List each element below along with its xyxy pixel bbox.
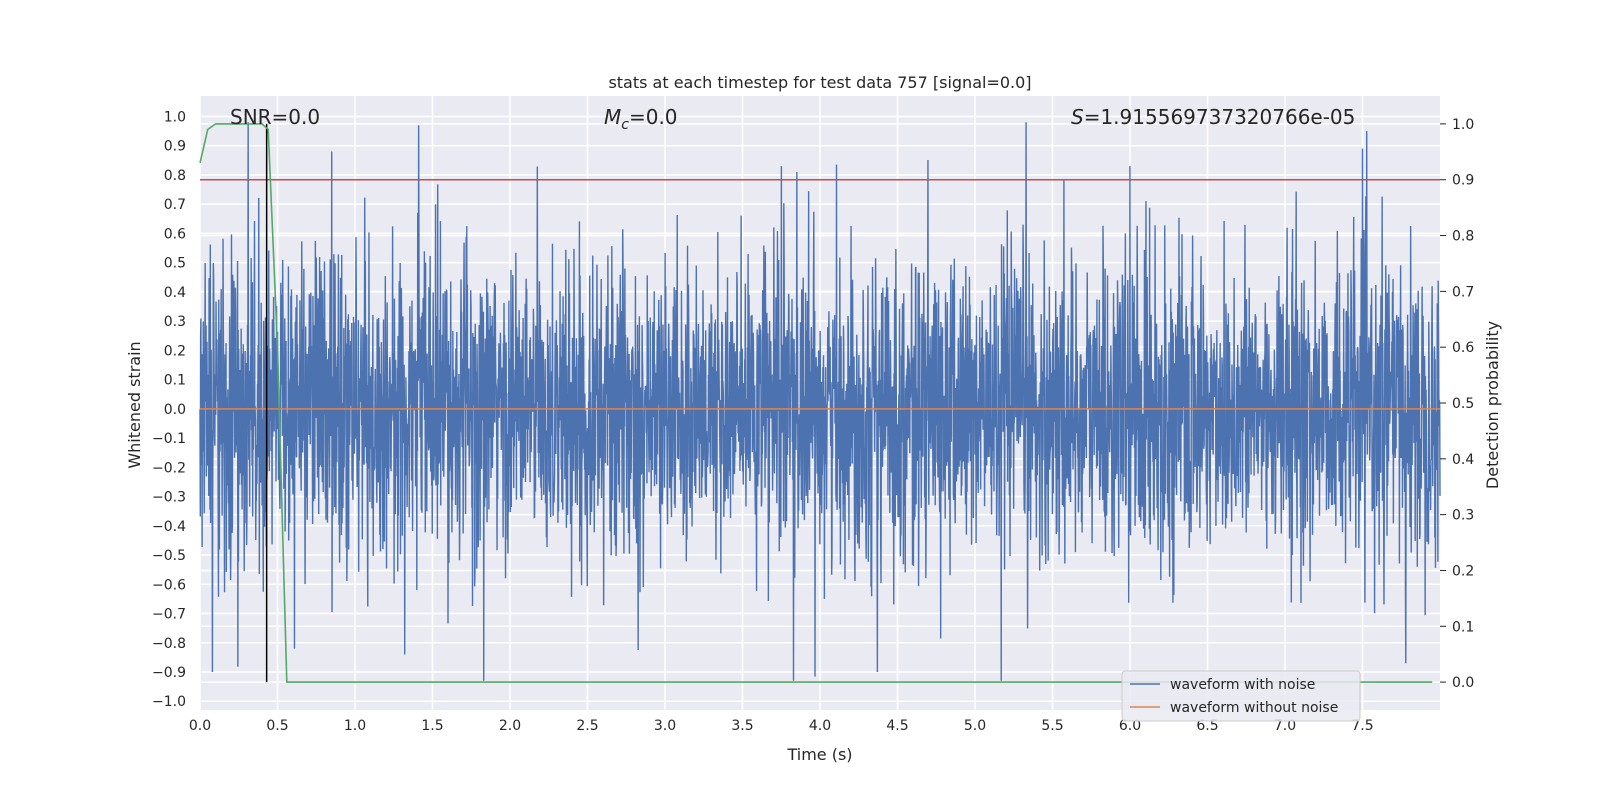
x-tick-label: 1.0 [344, 718, 366, 734]
y-tick-label: −0.2 [152, 460, 186, 476]
x-tick-label: 5.5 [1041, 718, 1063, 734]
y-tick-label: 0.6 [164, 226, 186, 242]
snr-annotation: SNR=0.0 [230, 105, 320, 129]
s-statistic-value: =1.915569737320766e-05 [1084, 105, 1356, 129]
y2-tick-label: 0.6 [1452, 340, 1474, 356]
x-tick-label: 5.0 [964, 718, 986, 734]
waveform-with-noise-series [199, 122, 1441, 681]
y-axis-ticks: 1.0 0.9 0.8 0.7 0.6 0.5 0.4 0.3 0.2 0.1 0.0 −0.1 −0.… [152, 109, 186, 710]
y-tick-label: 1.0 [164, 109, 186, 125]
y-tick-label: 0.7 [164, 197, 186, 213]
y-tick-label: 0.5 [164, 256, 186, 272]
chirp-mass-symbol: M [604, 105, 621, 129]
legend-box [1121, 670, 1361, 722]
x-tick-label: 6.5 [1196, 718, 1218, 734]
y-tick-label: −0.1 [152, 431, 186, 447]
s-statistic-symbol: S [1071, 105, 1084, 129]
y2-tick-label: 0.1 [1452, 619, 1474, 635]
y2-tick-label: 0.7 [1452, 284, 1474, 300]
x-tick-label: 0.5 [266, 718, 288, 734]
detection-probability-series [199, 123, 1433, 683]
x-tick-label: 3.0 [654, 718, 676, 734]
y-tick-label: 0.9 [164, 139, 186, 155]
x-tick-label: 7.0 [1274, 718, 1296, 734]
y2-tick-label: 0.2 [1452, 563, 1474, 579]
y-tick-label: 0.8 [164, 168, 186, 184]
legend-label-clean: waveform without noise [1170, 700, 1338, 716]
y-tick-label: −0.4 [152, 519, 186, 535]
y-tick-label: 0.0 [164, 402, 186, 418]
y-tick-label: −1.0 [152, 694, 186, 710]
y2-axis-ticks: 1.0 0.9 0.8 0.7 0.6 0.5 0.4 0.3 0.2 0.1 0.0 [1440, 117, 1474, 691]
x-tick-label: 4.0 [809, 718, 831, 734]
x-tick-label: 0.0 [189, 718, 211, 734]
y2-tick-label: 0.3 [1452, 508, 1474, 524]
chirp-mass-value: =0.0 [629, 105, 678, 129]
y-tick-label: 0.3 [164, 314, 186, 330]
detection-probability-line [199, 123, 1433, 683]
y-tick-label: −0.9 [152, 665, 186, 681]
y2-tick-label: 1.0 [1452, 117, 1474, 133]
x-tick-label: 2.0 [499, 718, 521, 734]
y-tick-label: −0.7 [152, 607, 186, 623]
s-statistic-annotation: S=1.915569737320766e-05 [1071, 105, 1355, 129]
y-tick-label: 0.4 [164, 285, 186, 301]
y-tick-label: −0.6 [152, 577, 186, 593]
y-tick-label: −0.8 [152, 636, 186, 652]
x-tick-label: 6.0 [1119, 718, 1141, 734]
y2-tick-label: 0.4 [1452, 452, 1474, 468]
chirp-mass-annotation: Mc=0.0 [604, 105, 678, 133]
chart-title: stats at each timestep for test data 757… [608, 73, 1031, 92]
y2-tick-label: 0.5 [1452, 396, 1474, 412]
x-axis-ticks: 0.0 0.5 1.0 1.5 2.0 2.5 3.0 3.5 4.0 4.5 5.0 5.5 6.0 6… [189, 718, 1374, 734]
waveform-with-noise-line [199, 122, 1441, 681]
x-tick-label: 4.5 [886, 718, 908, 734]
y-tick-label: 0.1 [164, 373, 186, 389]
legend: waveform with noise waveform without noi… [1121, 670, 1361, 722]
chirp-mass-subscript: c [621, 117, 629, 133]
y-tick-label: −0.3 [152, 490, 186, 506]
y-tick-label: −0.5 [152, 548, 186, 564]
x-tick-label: 3.5 [731, 718, 753, 734]
x-tick-label: 1.5 [421, 718, 443, 734]
x-tick-label: 7.5 [1351, 718, 1373, 734]
legend-label-noise: waveform with noise [1170, 677, 1315, 693]
overlay-lines [200, 123, 1440, 683]
y2-tick-label: 0.9 [1452, 173, 1474, 189]
x-axis-label: Time (s) [786, 745, 852, 764]
y2-tick-label: 0.0 [1452, 675, 1474, 691]
x-tick-label: 2.5 [576, 718, 598, 734]
y-tick-label: 0.2 [164, 343, 186, 359]
y2-tick-label: 0.8 [1452, 229, 1474, 245]
y2-axis-label: Detection probability [1483, 321, 1502, 489]
y-axis-label: Whitened strain [125, 341, 144, 468]
